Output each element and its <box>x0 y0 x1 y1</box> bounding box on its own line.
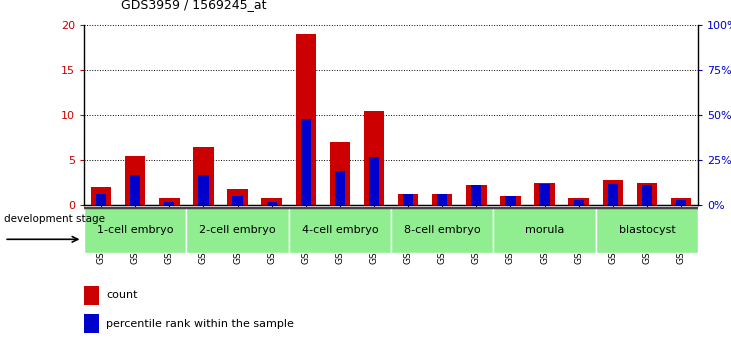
Text: blastocyst: blastocyst <box>618 225 675 235</box>
Bar <box>671 198 692 205</box>
Bar <box>500 196 520 205</box>
Bar <box>262 198 282 205</box>
Bar <box>300 119 311 205</box>
Text: 8-cell embryo: 8-cell embryo <box>404 225 480 235</box>
Text: GSM456650: GSM456650 <box>336 209 344 264</box>
Bar <box>534 183 555 205</box>
Bar <box>466 185 487 205</box>
Text: 1-cell embryo: 1-cell embryo <box>97 225 173 235</box>
Bar <box>267 202 277 205</box>
Text: count: count <box>106 290 137 300</box>
Bar <box>330 142 350 205</box>
Bar <box>335 171 345 205</box>
Text: GSM456653: GSM456653 <box>438 209 447 264</box>
Text: GSM456652: GSM456652 <box>404 209 412 264</box>
Bar <box>198 175 208 205</box>
Text: GSM456657: GSM456657 <box>575 209 583 264</box>
Text: GSM456656: GSM456656 <box>540 209 549 264</box>
Bar <box>505 196 515 205</box>
Bar <box>193 147 213 205</box>
Text: GSM456644: GSM456644 <box>131 209 140 264</box>
Text: percentile rank within the sample: percentile rank within the sample <box>106 319 294 329</box>
Bar <box>130 175 140 205</box>
Bar <box>391 207 493 253</box>
Bar <box>295 34 316 205</box>
Bar <box>471 185 482 205</box>
Bar <box>289 207 391 253</box>
Bar <box>539 184 550 205</box>
Bar <box>91 187 111 205</box>
Bar <box>84 314 99 333</box>
Bar <box>432 194 452 205</box>
Text: GSM456643: GSM456643 <box>96 209 105 264</box>
Text: GSM456651: GSM456651 <box>370 209 379 264</box>
Bar <box>164 202 175 205</box>
Bar <box>642 185 652 205</box>
Bar <box>602 180 623 205</box>
Text: GSM456648: GSM456648 <box>268 209 276 264</box>
Bar <box>574 200 584 205</box>
Bar <box>637 183 657 205</box>
Bar <box>232 196 243 205</box>
Text: GDS3959 / 1569245_at: GDS3959 / 1569245_at <box>121 0 266 11</box>
Text: morula: morula <box>525 225 564 235</box>
Bar <box>369 156 379 205</box>
Text: 2-cell embryo: 2-cell embryo <box>200 225 276 235</box>
Bar <box>403 194 413 205</box>
Bar <box>186 207 289 253</box>
Text: GSM456646: GSM456646 <box>199 209 208 264</box>
Bar <box>159 198 180 205</box>
Bar <box>398 194 418 205</box>
Text: GSM456654: GSM456654 <box>472 209 481 264</box>
Text: GSM456660: GSM456660 <box>677 209 686 264</box>
Text: 4-cell embryo: 4-cell embryo <box>302 225 378 235</box>
Bar <box>84 286 99 305</box>
Bar <box>364 110 385 205</box>
Text: GSM456658: GSM456658 <box>608 209 617 264</box>
Bar <box>607 184 618 205</box>
Text: development stage: development stage <box>4 213 105 224</box>
Text: GSM456659: GSM456659 <box>643 209 651 264</box>
Bar <box>84 207 186 253</box>
Bar <box>125 156 145 205</box>
Text: GSM456649: GSM456649 <box>301 209 310 264</box>
Text: GSM456647: GSM456647 <box>233 209 242 264</box>
Bar <box>676 200 686 205</box>
Bar <box>437 194 447 205</box>
Bar <box>96 194 106 205</box>
Text: GSM456645: GSM456645 <box>165 209 174 264</box>
Bar <box>227 189 248 205</box>
Bar <box>493 207 596 253</box>
Bar <box>596 207 698 253</box>
Bar <box>569 198 589 205</box>
Text: GSM456655: GSM456655 <box>506 209 515 264</box>
